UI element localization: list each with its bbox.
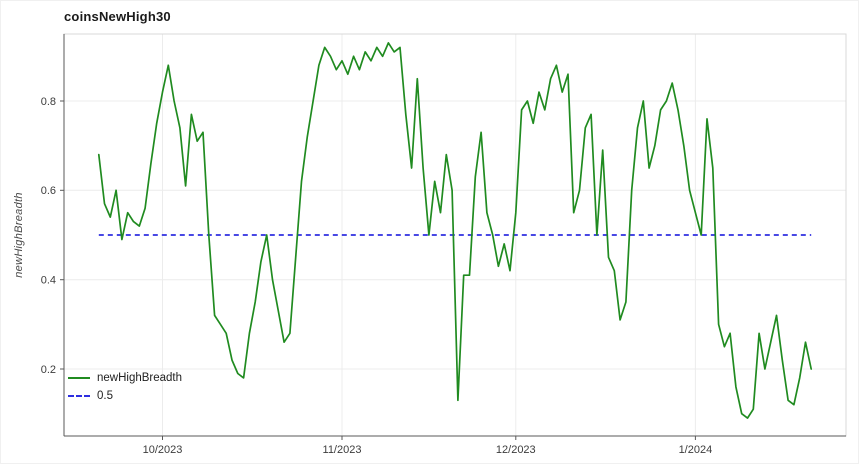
x-tick-label: 1/2024: [679, 444, 713, 456]
legend-item-newhighbreadth: newHighBreadth: [68, 372, 182, 384]
y-tick-label: 0.4: [41, 275, 56, 287]
legend-label-newhighbreadth: newHighBreadth: [97, 372, 183, 384]
legend: newHighBreadth 0.5: [68, 372, 182, 402]
legend-dashed-line-sample: [68, 395, 90, 397]
y-tick-label: 0.6: [41, 185, 56, 197]
x-tick-label: 11/2023: [323, 444, 362, 456]
legend-item-threshold: 0.5: [68, 390, 182, 402]
legend-solid-line-sample: [68, 377, 90, 379]
axis-ticks-and-labels: 10/2023 11/2023 12/2023 1/2024 0.2 0.4 0.6 0.8: [41, 96, 713, 456]
x-tick-label: 10/2023: [143, 444, 183, 456]
chart-title: coinsNewHigh30: [64, 9, 171, 24]
x-tick-label: 12/2023: [496, 444, 536, 456]
y-tick-label: 0.2: [41, 364, 56, 376]
y-tick-label: 0.8: [41, 96, 56, 108]
series-line-newhighbreadth: [97, 42, 813, 419]
legend-label-threshold: 0.5: [97, 390, 113, 402]
